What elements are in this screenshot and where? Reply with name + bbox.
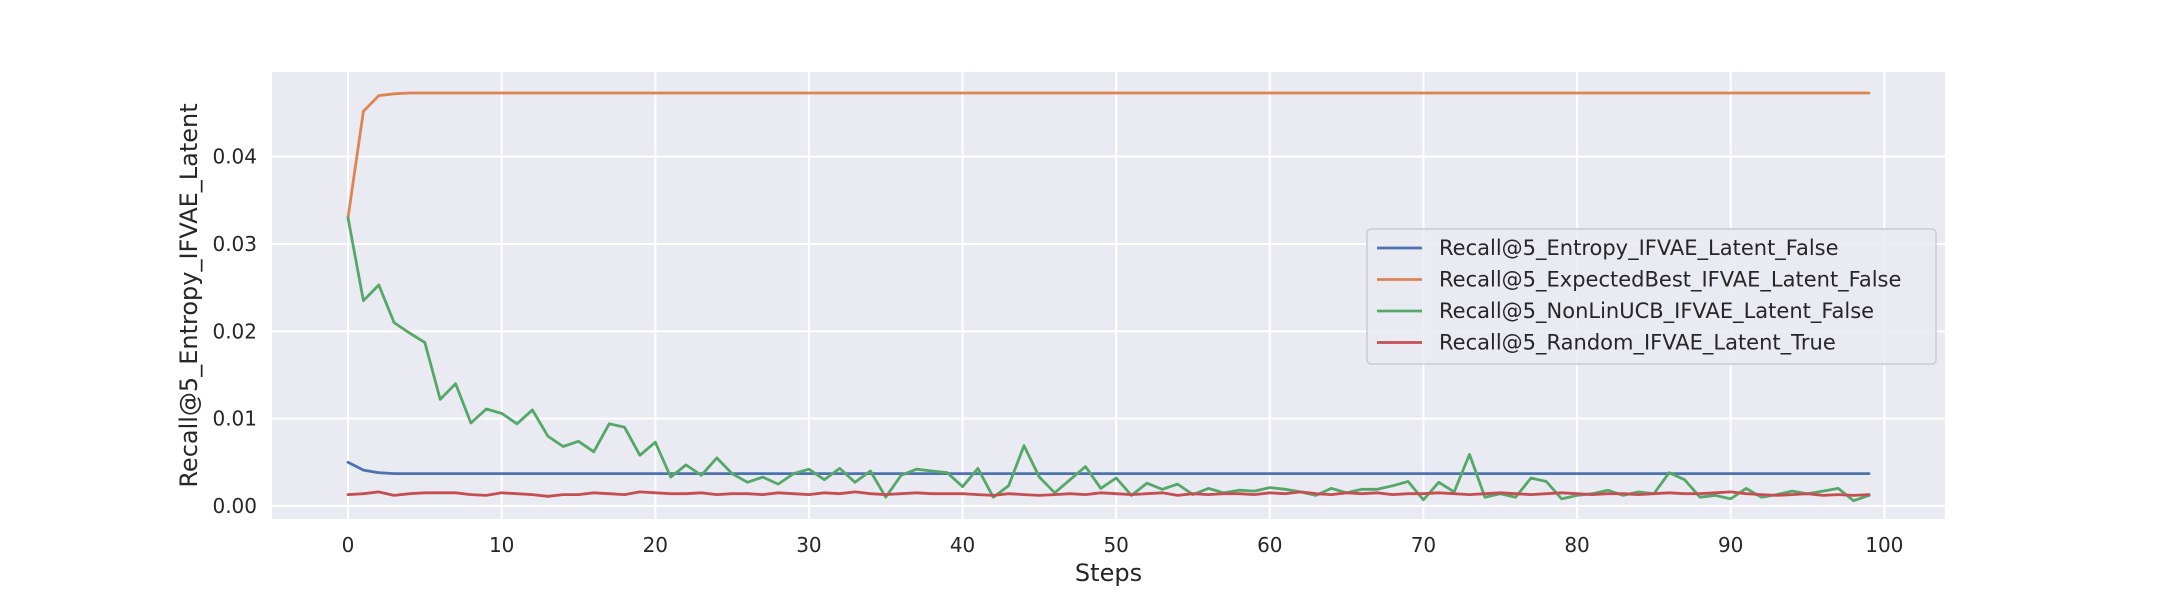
legend-label: Recall@5_NonLinUCB_IFVAE_Latent_False [1439, 299, 1874, 324]
x-tick-label: 60 [1257, 533, 1282, 557]
series-line-4 [346, 490, 1871, 498]
y-axis-label: Recall@5_Entropy_IFVAE_Latent [175, 103, 203, 487]
series-line-2 [346, 91, 1871, 220]
x-tick-label: 70 [1411, 533, 1436, 557]
y-tick-label: 0.02 [212, 319, 257, 343]
x-tick-label: 50 [1103, 533, 1128, 557]
x-tick-label: 100 [1865, 533, 1903, 557]
x-tick-label: 40 [950, 533, 975, 557]
x-tick-label: 80 [1564, 533, 1589, 557]
x-axis-label: Steps [1075, 559, 1142, 587]
legend: Recall@5_Entropy_IFVAE_Latent_False Recal… [1366, 228, 1937, 365]
y-tick-label: 0.01 [212, 407, 257, 431]
x-tick-label: 90 [1718, 533, 1743, 557]
series-lines [346, 91, 1871, 503]
tick-labels: 0 10 20 30 40 50 60 70 80 90 100 0.00 0.01 0.02 0.03 0.… [212, 145, 1903, 557]
legend-box [1366, 228, 1937, 365]
x-tick-label: 20 [643, 533, 668, 557]
x-tick-label: 0 [342, 533, 355, 557]
legend-label: Recall@5_ExpectedBest_IFVAE_Latent_False [1439, 268, 1901, 293]
x-tick-label: 30 [796, 533, 821, 557]
y-tick-label: 0.03 [212, 232, 257, 256]
y-tick-label: 0.04 [212, 145, 257, 169]
legend-label: Recall@5_Random_IFVAE_Latent_True [1439, 331, 1836, 356]
x-tick-label: 10 [489, 533, 514, 557]
series-line-1 [346, 460, 1871, 476]
y-tick-label: 0.00 [212, 494, 257, 518]
legend-label: Recall@5_Entropy_IFVAE_Latent_False [1439, 236, 1839, 261]
